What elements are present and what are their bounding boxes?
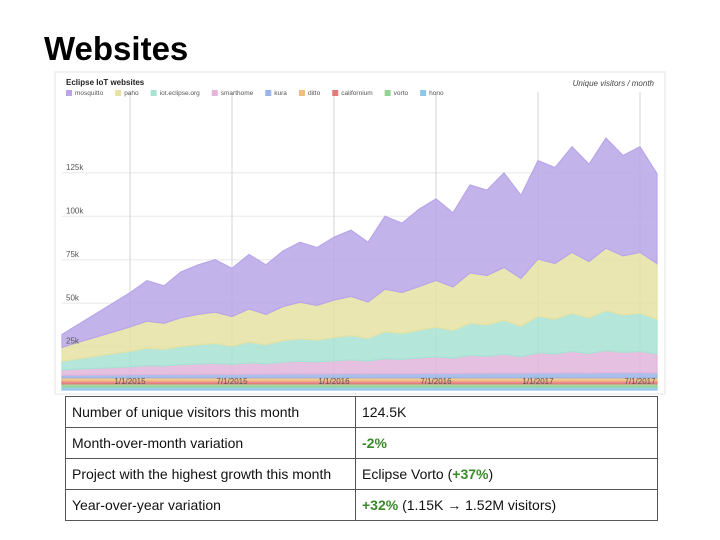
value-text: Eclipse Vorto ( [362, 466, 453, 482]
table-row: Number of unique visitors this month 124.… [65, 396, 658, 428]
value-text: 124.5K [362, 404, 407, 420]
legend-label: californium [341, 90, 372, 97]
table-row: Month-over-month variation -2% [65, 427, 658, 459]
x-tick-label: 1/1/2016 [318, 377, 350, 386]
legend-label: mosquitto [75, 90, 104, 97]
table-row: Project with the highest growth this mon… [65, 458, 658, 490]
x-tick-label: 1/1/2017 [522, 377, 554, 386]
row-value: +32% (1.15K → 1.52M visitors) [355, 489, 658, 521]
legend-label: kura [274, 90, 287, 97]
highlight-value: -2% [362, 435, 387, 451]
slide-title: Websites [44, 30, 189, 67]
legend-swatch [384, 90, 391, 96]
value-text: (1.15K → 1.52M visitors) [398, 497, 557, 513]
legend-label: smarthome [221, 90, 254, 97]
stats-body: Number of unique visitors this month 124.… [65, 396, 658, 521]
row-label: Year-over-year variation [65, 489, 356, 521]
x-tick-label: 7/1/2016 [420, 377, 452, 386]
y-tick-label: 125k [66, 163, 84, 172]
x-tick-label: 7/1/2015 [216, 377, 248, 386]
legend-label: ditto [308, 90, 321, 97]
legend-swatch [420, 90, 427, 96]
x-tick-label: 7/1/2017 [624, 377, 656, 386]
legend-swatch [265, 90, 272, 96]
chart-title: Eclipse IoT websites [66, 78, 145, 87]
legend-swatch [66, 90, 72, 96]
legend-label: vorto [394, 90, 409, 97]
legend-swatch [298, 90, 305, 96]
row-label: Number of unique visitors this month [65, 396, 356, 428]
y-tick-label: 25k [66, 337, 80, 346]
area [61, 137, 658, 349]
highlight-value: +32% [362, 497, 399, 513]
y-tick-label: 100k [66, 206, 84, 215]
row-label: Project with the highest growth this mon… [65, 458, 356, 490]
legend-swatch [332, 90, 339, 96]
table-row: Year-over-year variation +32% (1.15K → 1.… [65, 489, 658, 521]
legend-swatch [211, 90, 218, 96]
y-tick-label: 75k [66, 250, 80, 259]
row-value: -2% [355, 427, 658, 459]
legend-label: paho [124, 90, 139, 97]
value-text: ) [488, 466, 494, 482]
chart: Eclipse IoT websites Unique visitors / m… [54, 71, 666, 395]
y-tick-label: 50k [66, 293, 80, 302]
stats-table: Number of unique visitors this month 124.… [65, 396, 658, 521]
legend-label: iot.eclipse.org [160, 90, 200, 97]
highlight-value: +37% [452, 466, 489, 482]
legend-label: hono [429, 90, 444, 97]
chart-subtitle: Unique visitors / month [573, 79, 655, 88]
legend-swatch [150, 90, 157, 96]
row-value: Eclipse Vorto (+37%) [355, 458, 658, 490]
row-value: 124.5K [355, 396, 658, 428]
row-label: Month-over-month variation [65, 427, 356, 459]
legend-swatch [115, 90, 122, 96]
x-tick-label: 1/1/2015 [114, 377, 146, 386]
